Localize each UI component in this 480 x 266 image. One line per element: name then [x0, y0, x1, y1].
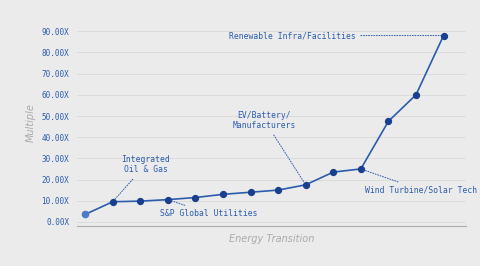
- X-axis label: Energy Transition: Energy Transition: [228, 234, 314, 244]
- Point: [329, 170, 337, 174]
- Point: [384, 119, 392, 123]
- Point: [412, 93, 420, 97]
- Point: [136, 199, 144, 203]
- Y-axis label: Multiple: Multiple: [26, 103, 36, 142]
- Point: [192, 196, 199, 200]
- Text: Integrated
Oil & Gas: Integrated Oil & Gas: [115, 155, 170, 200]
- Point: [274, 188, 282, 192]
- Text: EV/Battery/
Manufacturers: EV/Battery/ Manufacturers: [233, 111, 304, 182]
- Point: [164, 198, 172, 202]
- Point: [302, 183, 310, 187]
- Point: [81, 212, 89, 217]
- Point: [219, 192, 227, 197]
- Point: [357, 167, 365, 171]
- Point: [247, 190, 254, 194]
- Point: [109, 200, 117, 204]
- Text: Wind Turbine/Solar Tech: Wind Turbine/Solar Tech: [363, 170, 478, 195]
- Text: Renewable Infra/Facilities: Renewable Infra/Facilities: [228, 31, 441, 40]
- Text: S&P Global Utilities: S&P Global Utilities: [160, 201, 258, 218]
- Point: [440, 34, 447, 38]
